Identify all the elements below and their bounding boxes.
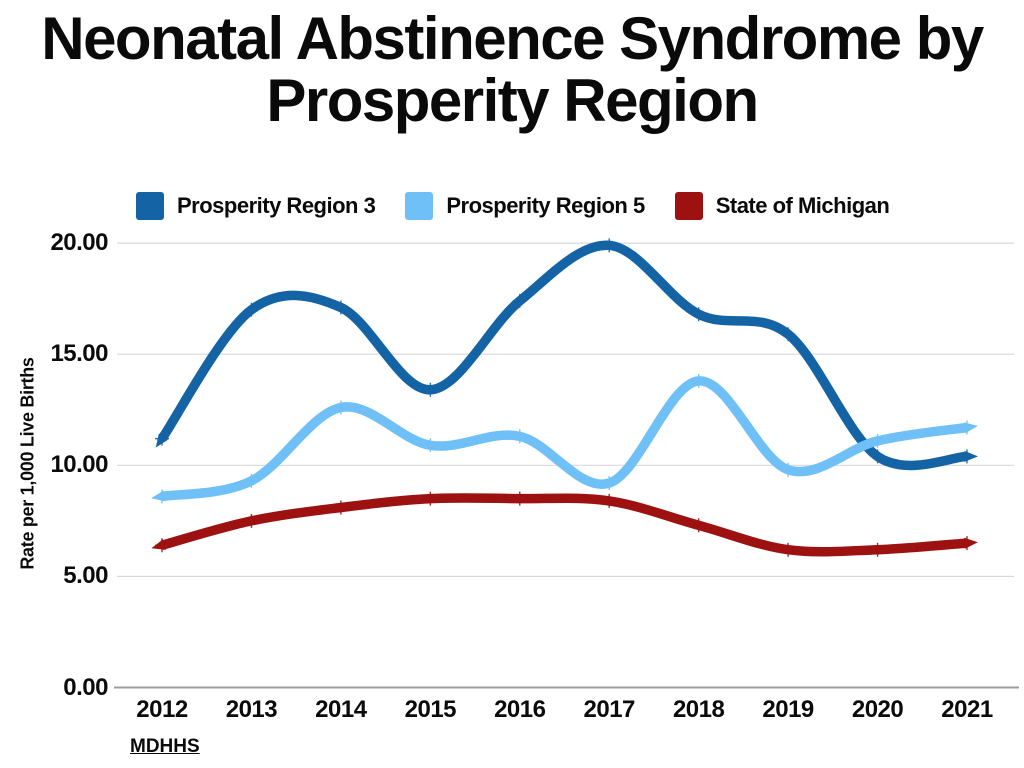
chart-title: Neonatal Abstinence Syndrome by Prosperi… — [0, 5, 1024, 135]
series-point-markers-region3 — [155, 238, 974, 464]
series-point-markers-region5 — [155, 373, 974, 504]
legend-item-region3: Prosperity Region 3 — [136, 192, 376, 220]
y-tick-label: 10.00 — [50, 451, 108, 479]
legend-swatch-region3-icon — [136, 192, 164, 220]
x-tick-label: 2015 — [404, 696, 457, 723]
series-line-michigan — [151, 493, 978, 557]
legend-item-region5: Prosperity Region 5 — [405, 192, 645, 220]
x-tick-label: 2021 — [941, 696, 993, 723]
legend-swatch-region5-icon — [405, 192, 434, 220]
chart-title-line1: Neonatal Abstinence Syndrome by — [41, 5, 984, 72]
x-tick-label: 2016 — [494, 696, 546, 723]
legend: Prosperity Region 3 Prosperity Region 5 … — [136, 192, 890, 220]
x-tick-label: 2020 — [851, 696, 904, 723]
legend-label-region3: Prosperity Region 3 — [177, 193, 376, 218]
legend-label-michigan: State of Michigan — [715, 193, 890, 218]
series-point-markers-michigan — [155, 491, 974, 557]
x-tick-label: 2018 — [672, 696, 725, 723]
legend-item-michigan: State of Michigan — [674, 192, 890, 220]
x-tick-label: 2013 — [225, 696, 278, 723]
x-tick-label: 2014 — [315, 696, 367, 723]
series-line-region3 — [155, 240, 978, 471]
y-tick-label: 5.00 — [63, 562, 108, 590]
legend-swatch-michigan-icon — [674, 192, 703, 220]
y-tick-label: 20.00 — [50, 229, 108, 257]
x-tick-label: 2019 — [762, 696, 814, 723]
y-tick-label: 15.00 — [50, 340, 108, 368]
source-link[interactable]: MDHHS — [130, 736, 200, 757]
x-tick-label: 2012 — [136, 696, 188, 723]
x-tick-label: 2017 — [583, 696, 636, 723]
series-line-region5 — [151, 376, 978, 502]
chart-title-line2: Prosperity Region — [266, 67, 759, 135]
y-tick-label: 0.00 — [63, 673, 108, 701]
legend-label-region5: Prosperity Region 5 — [446, 193, 645, 218]
